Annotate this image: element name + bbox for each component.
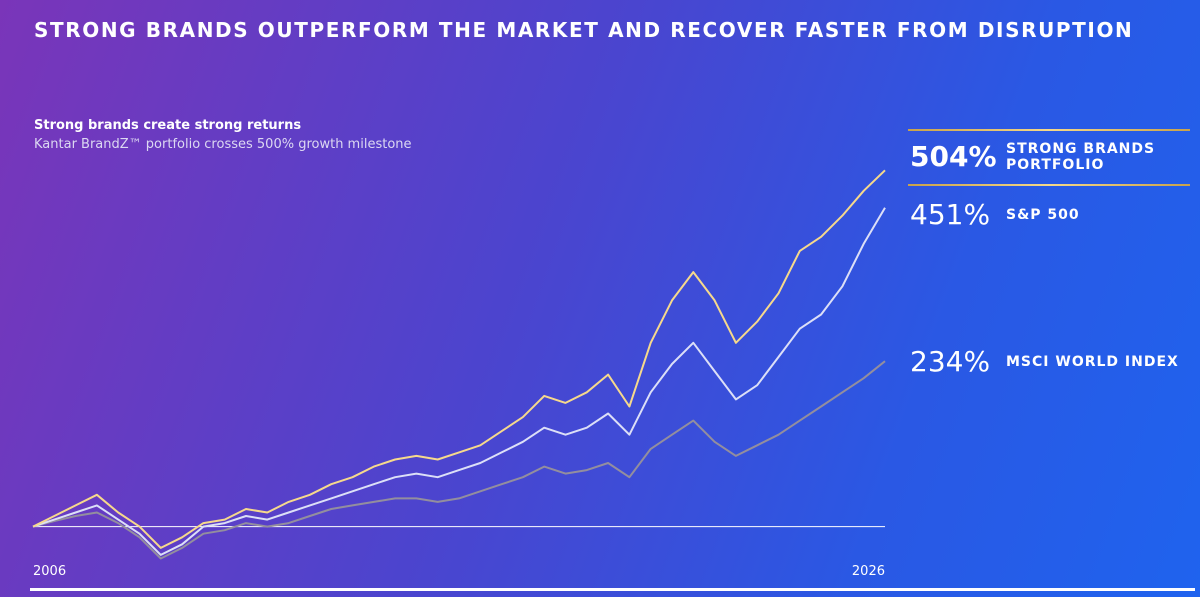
footer-rule (30, 588, 1195, 591)
legend-entry: 234% MSCI WORLD INDEX (910, 345, 1181, 378)
chart-caption: Kantar BrandZ™ portfolio crosses 500% gr… (34, 137, 412, 152)
legend-label: S&P 500 (1006, 206, 1080, 223)
legend-entry: 451% S&P 500 (910, 198, 1181, 231)
legend-entry: 504% STRONG BRANDS PORTFOLIO (910, 140, 1181, 173)
gold-rule (908, 184, 1190, 186)
x-tick-label: 2026 (852, 564, 885, 579)
end-value-label: 504% (910, 140, 997, 173)
legend-label: MSCI WORLD INDEX (1006, 353, 1179, 370)
chart-title: STRONG BRANDS OUTPERFORM THE MARKET AND … (34, 18, 1134, 42)
series-line (32, 360, 886, 560)
series-line (32, 207, 886, 556)
x-tick-label: 2006 (33, 564, 66, 579)
end-value-label: 234% (910, 345, 991, 378)
legend-label: STRONG BRANDS PORTFOLIO (1006, 140, 1156, 173)
series-line (32, 169, 886, 549)
end-value-label: 451% (910, 198, 991, 231)
gold-rule (908, 129, 1190, 131)
chart-subtitle: Strong brands create strong returns (34, 118, 302, 133)
